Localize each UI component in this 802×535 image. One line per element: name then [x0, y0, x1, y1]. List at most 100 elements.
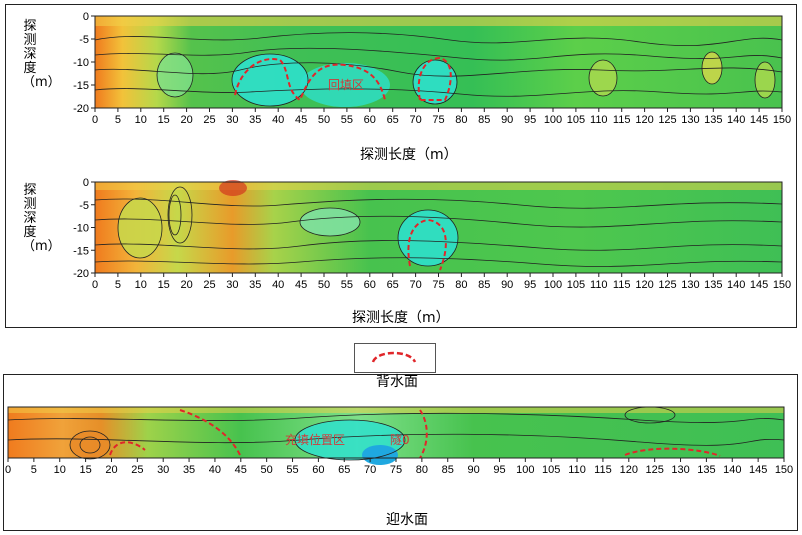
- panel1-xtick-label: 100: [544, 114, 562, 126]
- panel2-xtick-label: 65: [387, 279, 399, 291]
- panel2-xtick-label: 75: [432, 279, 444, 291]
- panel2-xtick-label: 90: [501, 279, 513, 291]
- bottom-xtick-label: 35: [183, 464, 195, 476]
- panel1-xtick-label: 110: [590, 114, 608, 126]
- bottom-xtick-label: 135: [697, 464, 715, 476]
- bottom-xtick-label: 115: [594, 464, 612, 476]
- panel2-xtick-label: 50: [318, 279, 330, 291]
- bottom-xtick-label: 10: [54, 464, 66, 476]
- panel2-xtick-label: 130: [681, 279, 699, 291]
- bottom-xtick-label: 100: [516, 464, 534, 476]
- panel1-xlabel: 探测长度（m）: [360, 147, 458, 163]
- panel2-xtick-label: 80: [455, 279, 467, 291]
- panel2-ytick-label: -20: [73, 268, 89, 280]
- panel2-xtick-label: 140: [727, 279, 745, 291]
- panel2-xtick-label: 10: [135, 279, 147, 291]
- panel1-xtick-label: 45: [295, 114, 307, 126]
- panel1-xtick-label: 55: [341, 114, 353, 126]
- panel1-xtick-label: 30: [226, 114, 238, 126]
- panel1-xtick-label: 10: [135, 114, 147, 126]
- panel2-xtick-label: 40: [272, 279, 284, 291]
- panel1-xtick-label: 145: [750, 114, 768, 126]
- bottom-xtick-label: 70: [364, 464, 376, 476]
- panel1-xtick-label: 25: [203, 114, 215, 126]
- panel1-xtick-label: 60: [364, 114, 376, 126]
- panel1-xtick-label: 130: [681, 114, 699, 126]
- bottom-xtick-label: 45: [235, 464, 247, 476]
- panel1-xtick-label: 0: [92, 114, 98, 126]
- panel2-xtick-label: 150: [773, 279, 791, 291]
- panel2-ytick-label: -10: [73, 223, 89, 235]
- bottom-xtick-label: 20: [105, 464, 117, 476]
- panel2-xtick-label: 20: [180, 279, 192, 291]
- panel2-xtick-label: 70: [409, 279, 421, 291]
- panel2-xtick-label: 30: [226, 279, 238, 291]
- bottom-xtick-label: 140: [723, 464, 741, 476]
- panel1-ytick-label: 0: [83, 11, 89, 23]
- panel1-xtick-label: 20: [180, 114, 192, 126]
- panel1-xtick-label: 85: [478, 114, 490, 126]
- bottom-xtick-label: 145: [749, 464, 767, 476]
- bottom-xtick-label: 0: [5, 464, 11, 476]
- bottom-xtick-label: 60: [312, 464, 324, 476]
- panel1-xtick-label: 140: [727, 114, 745, 126]
- panel1-xtick-label: 95: [524, 114, 536, 126]
- panel1-xtick-label: 125: [658, 114, 676, 126]
- panel2-xtick-label: 60: [364, 279, 376, 291]
- bottom-xtick-label: 50: [261, 464, 273, 476]
- bottom-xtick-label: 80: [416, 464, 428, 476]
- panel2-xtick-label: 95: [524, 279, 536, 291]
- bottom-annotation-1: 充填位置区: [285, 432, 345, 447]
- bottom-xlabel: 迎水面: [386, 512, 428, 528]
- bottom-xtick-label: 5: [31, 464, 37, 476]
- panel2-xtick-label: 35: [249, 279, 261, 291]
- panel2-xtick-label: 100: [544, 279, 562, 291]
- panel1-xtick-label: 90: [501, 114, 513, 126]
- panel2-xtick-label: 110: [590, 279, 608, 291]
- panel2-xtick-label: 125: [658, 279, 676, 291]
- bottom-xtick-label: 90: [467, 464, 479, 476]
- bottom-figure-frame: [3, 374, 798, 531]
- panel1-xtick-label: 150: [773, 114, 791, 126]
- panel2-xtick-label: 0: [92, 279, 98, 291]
- bottom-xtick-label: 120: [620, 464, 638, 476]
- panel1-xtick-label: 70: [409, 114, 421, 126]
- panel1-xtick-label: 65: [387, 114, 399, 126]
- panel1-xtick-label: 80: [455, 114, 467, 126]
- panel2-ytick-label: -5: [79, 200, 89, 212]
- bottom-xtick-label: 150: [775, 464, 793, 476]
- panel1-xtick-label: 35: [249, 114, 261, 126]
- panel1-xtick-label: 120: [635, 114, 653, 126]
- panel1-xtick-label: 5: [115, 114, 121, 126]
- bottom-xtick-label: 85: [442, 464, 454, 476]
- bottom-xtick-label: 25: [131, 464, 143, 476]
- panel2-xtick-label: 115: [613, 279, 631, 291]
- bottom-annotation-2: 隧0: [390, 432, 410, 447]
- bottom-xtick-label: 130: [671, 464, 689, 476]
- legend-top-label: 背水面: [376, 374, 418, 390]
- panel1-xtick-label: 115: [613, 114, 631, 126]
- top-figure-frame: [5, 4, 797, 328]
- panel2-xtick-label: 55: [341, 279, 353, 291]
- bottom-xtick-label: 40: [209, 464, 221, 476]
- panel1-ytick-label: -20: [73, 103, 89, 115]
- panel2-xtick-label: 5: [115, 279, 121, 291]
- panel1-xtick-label: 105: [567, 114, 585, 126]
- bottom-xtick-label: 110: [568, 464, 586, 476]
- legend-box: [354, 343, 436, 373]
- panel2-ytick-label: 0: [83, 177, 89, 189]
- panel2-xtick-label: 15: [158, 279, 170, 291]
- panel1-xtick-label: 40: [272, 114, 284, 126]
- bottom-xtick-label: 15: [79, 464, 91, 476]
- bottom-xtick-label: 30: [157, 464, 169, 476]
- panel1-ytick-label: -5: [79, 34, 89, 46]
- panel2-xtick-label: 45: [295, 279, 307, 291]
- panel2-xtick-label: 25: [203, 279, 215, 291]
- bottom-xtick-label: 55: [286, 464, 298, 476]
- panel1-xtick-label: 75: [432, 114, 444, 126]
- panel1-xtick-label: 135: [704, 114, 722, 126]
- panel2-xtick-label: 85: [478, 279, 490, 291]
